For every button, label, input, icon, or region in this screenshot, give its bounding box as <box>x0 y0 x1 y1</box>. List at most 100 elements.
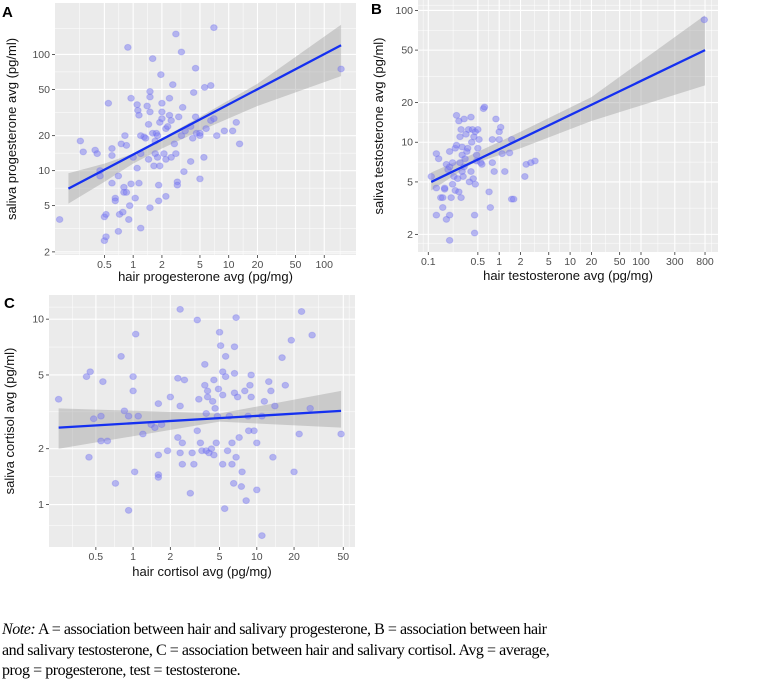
data-point <box>452 111 461 119</box>
y-tick-label: 1 <box>38 499 44 511</box>
data-point <box>191 64 200 72</box>
data-point <box>155 162 164 170</box>
data-point <box>445 236 454 244</box>
data-point <box>448 180 457 188</box>
y-tick-label: 2 <box>38 443 44 455</box>
data-point <box>172 150 180 158</box>
data-point <box>108 151 116 159</box>
data-point <box>129 373 137 381</box>
y-tick-label: 50 <box>401 45 413 57</box>
data-point <box>509 195 518 203</box>
x-tick-label: 2 <box>518 256 524 268</box>
data-point <box>448 159 457 167</box>
data-point <box>79 148 88 156</box>
data-point <box>456 133 464 141</box>
data-point <box>191 113 200 121</box>
data-point <box>486 203 495 211</box>
data-point <box>166 393 175 401</box>
data-point <box>457 125 465 133</box>
note-line-3: prog = progesterone, test = testosterone… <box>2 662 241 679</box>
data-point <box>210 376 218 384</box>
data-point <box>498 150 506 158</box>
data-point <box>151 424 159 432</box>
data-point <box>131 194 139 202</box>
data-point <box>146 204 154 212</box>
data-point <box>114 172 123 180</box>
data-point <box>218 391 227 399</box>
note-line-1: Note: A = association between hair and s… <box>2 620 765 641</box>
data-point <box>120 407 129 415</box>
data-point <box>221 352 230 360</box>
data-point <box>180 168 188 176</box>
data-point <box>178 439 187 447</box>
figure-note: Note: A = association between hair and s… <box>2 620 765 682</box>
data-point <box>173 181 182 189</box>
data-point <box>488 159 497 167</box>
data-point <box>153 153 162 161</box>
data-point <box>93 150 101 158</box>
data-point <box>474 144 482 152</box>
data-point <box>196 175 204 183</box>
x-tick-label: 1 <box>496 256 502 268</box>
data-point <box>85 453 93 461</box>
data-point <box>463 144 472 152</box>
data-point <box>104 99 113 107</box>
data-point <box>434 155 443 163</box>
data-point <box>121 132 129 140</box>
data-point <box>258 532 266 540</box>
data-point <box>172 30 180 38</box>
data-point <box>232 314 240 322</box>
data-point <box>228 127 237 135</box>
data-point <box>501 167 509 175</box>
data-point <box>207 445 216 453</box>
data-point <box>203 393 212 401</box>
data-point <box>432 184 441 192</box>
data-point <box>122 188 131 196</box>
data-point <box>235 433 243 441</box>
data-point <box>264 378 273 386</box>
y-tick-label: 10 <box>32 314 44 326</box>
data-point <box>111 479 120 487</box>
data-point <box>165 94 174 102</box>
x-tick-label: 1 <box>130 551 136 563</box>
data-point <box>445 211 454 219</box>
data-point <box>459 172 467 180</box>
data-point <box>131 330 140 338</box>
data-point <box>193 427 202 435</box>
data-point <box>146 93 154 101</box>
data-point <box>232 118 241 126</box>
data-point <box>129 387 137 395</box>
data-point <box>154 400 163 408</box>
x-tick-label: 10 <box>223 259 235 271</box>
data-point <box>467 167 475 175</box>
data-point <box>470 211 479 219</box>
data-point <box>460 115 468 123</box>
data-point <box>146 108 154 116</box>
data-point <box>154 451 163 459</box>
data-point <box>228 439 236 447</box>
x-axis-title: hair cortisol avg (pg/mg) <box>132 564 271 579</box>
data-point <box>163 122 172 130</box>
data-point <box>158 115 166 123</box>
x-tick-label: 10 <box>251 551 263 563</box>
data-point <box>124 412 133 420</box>
data-point <box>337 430 345 438</box>
data-point <box>141 134 150 142</box>
data-point <box>201 381 209 389</box>
regression-line <box>430 49 706 183</box>
data-point <box>241 387 249 395</box>
data-point <box>176 402 184 410</box>
data-point <box>271 402 279 410</box>
data-point <box>174 374 182 382</box>
data-point <box>167 153 175 161</box>
y-tick-label: 50 <box>38 84 50 96</box>
data-point <box>76 137 85 145</box>
data-point <box>488 135 497 143</box>
y-tick-label: 10 <box>401 137 413 149</box>
data-point <box>201 360 209 368</box>
x-tick-label: 2 <box>159 259 165 271</box>
data-point <box>102 210 110 218</box>
data-point <box>221 373 230 381</box>
data-point <box>99 378 107 386</box>
